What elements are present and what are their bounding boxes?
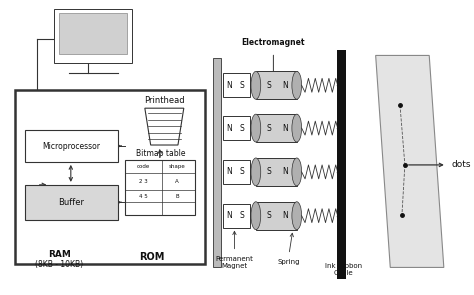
Text: N: N: [227, 124, 232, 132]
Ellipse shape: [292, 114, 301, 142]
Bar: [337, 152, 342, 192]
Text: Ink Ribbon
Cable: Ink Ribbon Cable: [325, 263, 362, 276]
Text: S: S: [266, 167, 271, 176]
Ellipse shape: [292, 71, 301, 99]
Text: N: N: [227, 81, 232, 90]
Bar: [25, 185, 118, 220]
Text: Microprocessor: Microprocessor: [42, 142, 100, 150]
Text: S: S: [266, 81, 271, 90]
Bar: [54, 9, 132, 63]
Text: Spring: Spring: [278, 260, 300, 266]
Bar: [223, 73, 250, 97]
Text: N: N: [282, 167, 288, 176]
Text: S: S: [240, 211, 245, 220]
Polygon shape: [376, 55, 444, 268]
Text: shape: shape: [169, 164, 186, 169]
Text: (8KB - 10KB): (8KB - 10KB): [35, 260, 83, 269]
Ellipse shape: [292, 202, 301, 230]
Text: N: N: [282, 81, 288, 90]
Text: N: N: [227, 211, 232, 220]
Bar: [15, 90, 205, 264]
Bar: [25, 130, 118, 162]
Ellipse shape: [251, 158, 261, 186]
Text: S: S: [266, 211, 271, 220]
Bar: [337, 108, 342, 148]
Text: S: S: [240, 124, 245, 132]
Bar: [223, 116, 250, 140]
Bar: [337, 50, 346, 279]
Text: ROM: ROM: [139, 253, 164, 263]
Bar: [337, 65, 342, 105]
Text: B: B: [175, 194, 179, 199]
Bar: [256, 114, 297, 142]
Text: dots: dots: [452, 160, 471, 169]
Text: Permanent
Magnet: Permanent Magnet: [216, 256, 254, 269]
Ellipse shape: [251, 71, 261, 99]
Text: Buffer: Buffer: [58, 198, 84, 207]
Ellipse shape: [292, 158, 301, 186]
Ellipse shape: [251, 202, 261, 230]
Bar: [213, 58, 221, 268]
Text: N: N: [227, 167, 232, 176]
Bar: [256, 71, 297, 99]
Text: A: A: [175, 179, 179, 184]
Text: code: code: [137, 164, 150, 169]
Bar: [223, 160, 250, 184]
Bar: [223, 204, 250, 228]
Text: S: S: [266, 124, 271, 132]
Text: S: S: [240, 81, 245, 90]
Text: N: N: [282, 124, 288, 132]
Bar: [125, 160, 195, 215]
Text: RAM: RAM: [48, 250, 71, 259]
Text: 2 3: 2 3: [139, 179, 148, 184]
Ellipse shape: [251, 114, 261, 142]
Bar: [256, 158, 297, 186]
Polygon shape: [145, 108, 184, 145]
Bar: [337, 196, 342, 236]
Text: Electromagnet: Electromagnet: [242, 38, 305, 47]
Text: Bitmap table: Bitmap table: [136, 150, 185, 158]
Bar: [256, 202, 297, 230]
Text: 4 5: 4 5: [139, 194, 148, 199]
Bar: [59, 13, 128, 55]
Text: S: S: [240, 167, 245, 176]
Text: Printhead: Printhead: [144, 96, 185, 105]
Text: N: N: [282, 211, 288, 220]
